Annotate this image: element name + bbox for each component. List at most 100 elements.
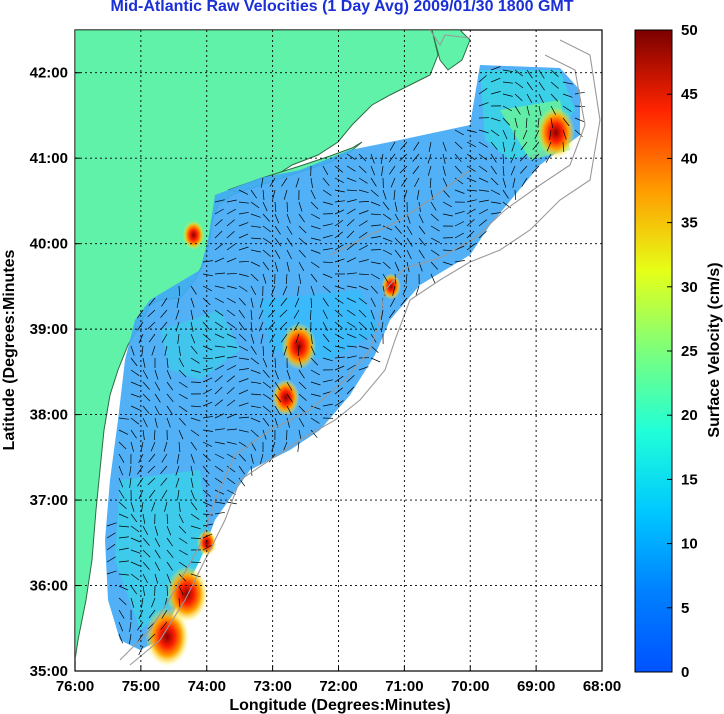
velocity-vector <box>442 153 446 164</box>
velocity-vector <box>286 261 290 272</box>
velocity-vector <box>562 141 565 153</box>
velocity-vector <box>358 177 368 184</box>
colorbar-tick-label: 25 <box>681 343 698 360</box>
velocity-vector <box>514 117 518 128</box>
velocity-vector <box>142 393 151 402</box>
velocity-vector <box>148 609 156 619</box>
velocity-vector <box>454 153 462 162</box>
velocity-vector <box>190 321 194 332</box>
velocity-vector <box>293 321 300 331</box>
velocity-vector <box>138 333 144 344</box>
velocity-vector <box>334 219 344 227</box>
velocity-vector <box>118 597 127 606</box>
velocity-vector <box>286 237 293 247</box>
velocity-vector <box>382 225 393 231</box>
velocity-vector <box>502 141 506 152</box>
velocity-vector <box>137 309 144 319</box>
velocity-vector <box>370 153 375 164</box>
lat-lon-grid <box>75 30 602 671</box>
velocity-vector <box>370 345 379 353</box>
velocity-vector <box>478 75 487 83</box>
velocity-vector <box>238 357 249 360</box>
velocity-vector <box>454 210 465 215</box>
velocity-vector <box>346 230 355 239</box>
velocity-vector <box>148 297 156 307</box>
velocity-vector <box>298 261 305 271</box>
velocity-vector <box>226 219 235 227</box>
velocity-vector <box>166 417 171 428</box>
velocity-vector <box>190 285 197 295</box>
velocity-vector <box>214 511 225 515</box>
velocity-vector <box>178 549 188 556</box>
velocity-vector <box>442 189 450 198</box>
velocity-vector <box>166 537 173 547</box>
velocity-vector <box>250 357 260 365</box>
velocity-vector <box>214 364 224 371</box>
velocity-vector <box>430 261 438 270</box>
velocity-vector <box>514 93 523 102</box>
velocity-vector <box>202 333 211 341</box>
velocity-vector <box>202 533 213 539</box>
velocity-vector <box>226 243 236 251</box>
velocity-vector <box>106 543 116 551</box>
velocity-vector <box>214 272 226 275</box>
velocity-vector <box>269 177 276 187</box>
velocity-vector <box>238 402 249 407</box>
velocity-vector <box>190 453 195 464</box>
velocity-vector <box>178 393 188 400</box>
velocity-vector <box>214 441 225 445</box>
velocity-vector <box>310 261 320 268</box>
velocity-vector <box>334 165 344 173</box>
velocity-vector <box>298 345 300 357</box>
velocity-vector <box>406 237 413 247</box>
y-tick-label: 35:00 <box>30 663 68 680</box>
velocity-vector <box>214 453 225 459</box>
velocity-vector <box>389 297 396 307</box>
velocity-vector <box>346 285 357 289</box>
velocity-vector <box>258 321 264 332</box>
velocity-vector <box>490 117 501 122</box>
velocity-vector <box>403 189 408 200</box>
velocity-vector <box>250 393 262 396</box>
velocity-vector <box>190 561 202 564</box>
velocity-vector <box>176 297 180 308</box>
velocity-vector <box>154 573 159 584</box>
velocity-vector <box>226 375 236 383</box>
velocity-vector <box>478 141 488 148</box>
velocity-vector <box>466 230 475 239</box>
velocity-vector <box>334 309 343 317</box>
velocity-vector <box>382 249 393 255</box>
velocity-vector <box>118 560 129 563</box>
velocity-vector <box>310 225 321 230</box>
velocity-vector <box>166 357 169 368</box>
velocity-vector <box>322 247 333 251</box>
velocity-vector <box>466 189 478 192</box>
velocity-vector <box>202 321 210 330</box>
velocity-vector <box>262 357 268 368</box>
velocity-vector <box>166 525 172 536</box>
colorbar-tick-label: 15 <box>681 471 698 488</box>
velocity-vector <box>190 429 200 437</box>
velocity-vector <box>370 273 380 280</box>
velocity-vector <box>161 609 168 619</box>
velocity-vector <box>262 261 270 271</box>
velocity-vector <box>466 165 476 172</box>
velocity-vector <box>346 153 356 160</box>
velocity-vector <box>322 261 334 264</box>
velocity-vector <box>310 189 316 200</box>
velocity-vector <box>514 105 521 115</box>
velocity-vector <box>490 189 501 195</box>
velocity-vector <box>142 369 149 379</box>
velocity-vector <box>166 513 169 525</box>
velocity-vector <box>238 389 249 395</box>
velocity-vector <box>370 213 382 216</box>
velocity-vector <box>282 285 288 296</box>
velocity-vector <box>334 333 344 340</box>
velocity-vector <box>138 453 144 464</box>
velocity-vector <box>298 357 303 368</box>
velocity-vector <box>118 525 130 528</box>
velocity-vector <box>280 297 288 307</box>
velocity-vector <box>271 285 276 296</box>
velocity-vector <box>502 69 513 72</box>
